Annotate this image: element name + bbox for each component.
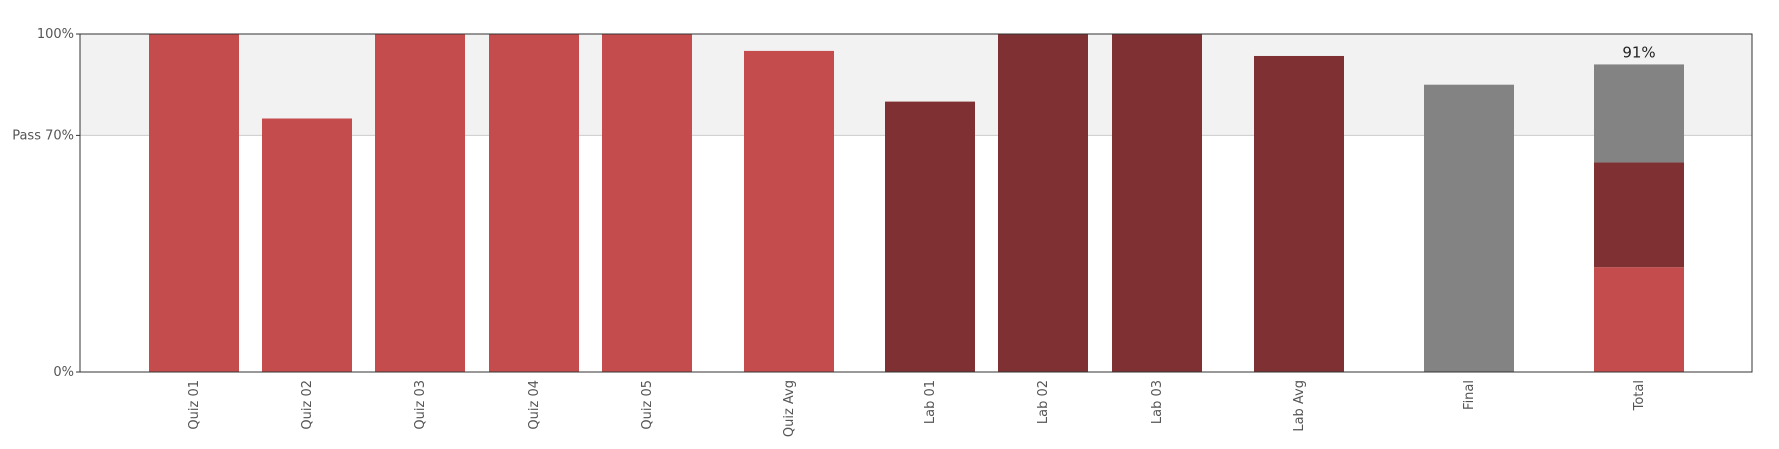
bar-quiz-02 [262, 118, 352, 372]
bar-lab-02 [998, 34, 1088, 372]
x-tick-label: Lab 02 [1036, 380, 1051, 424]
total-bar-segment-3 [1594, 64, 1684, 163]
x-tick-label: Quiz 05 [640, 380, 655, 430]
bar-quiz-01 [149, 34, 239, 372]
bar-quiz-03 [375, 34, 465, 372]
x-tick-label: Lab 03 [1150, 380, 1165, 424]
x-tick-label: Quiz 01 [187, 380, 202, 430]
bar-lab-01 [885, 101, 975, 372]
bar-quiz-05 [602, 34, 692, 372]
total-bar-segment-1 [1594, 267, 1684, 372]
bar-final [1424, 84, 1514, 372]
x-tick-label: Quiz 02 [300, 380, 315, 430]
y-tick-label: Pass 70% [12, 128, 74, 143]
total-value-label: 91% [1622, 43, 1655, 61]
bar-lab-03 [1112, 34, 1202, 372]
bar-quiz-04 [489, 34, 579, 372]
y-tick-label: 100% [37, 27, 74, 42]
x-tick-label: Lab 01 [923, 380, 938, 424]
x-tick-label: Lab Avg [1292, 380, 1307, 432]
x-tick-label: Quiz 04 [527, 380, 542, 430]
bar-quiz-avg [744, 50, 834, 373]
bar-lab-avg [1254, 55, 1344, 372]
x-tick-label: Total [1632, 380, 1647, 411]
x-tick-label: Quiz 03 [413, 380, 428, 430]
y-tick-label: 0% [53, 365, 74, 380]
total-bar-segment-2 [1594, 162, 1684, 268]
x-tick-label: Final [1462, 380, 1477, 410]
x-tick-label: Quiz Avg [782, 380, 797, 437]
plot-frame [79, 33, 1753, 373]
